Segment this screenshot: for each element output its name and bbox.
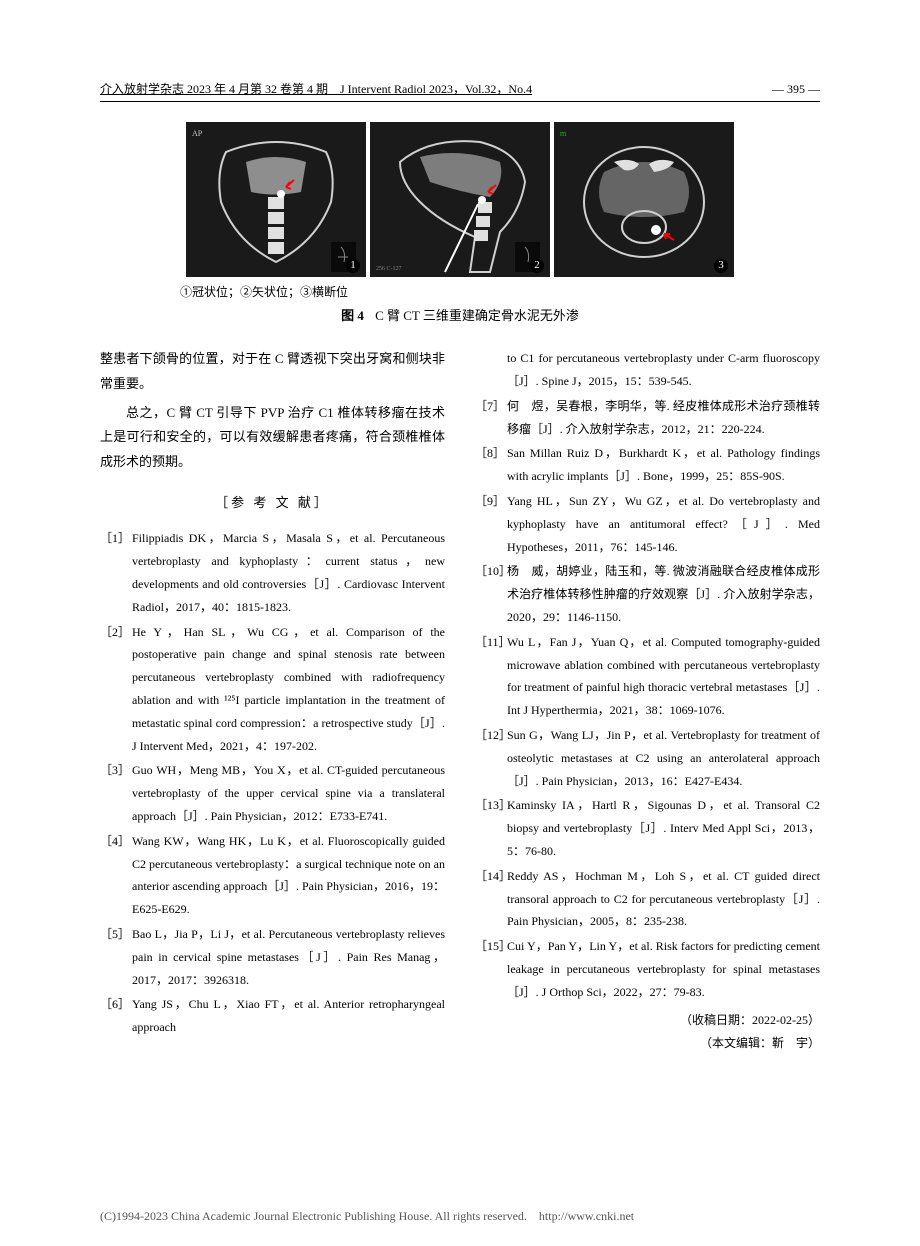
svg-text:AP: AP xyxy=(192,129,203,138)
reference-text: Wu L，Fan J，Yuan Q，et al. Computed tomogr… xyxy=(507,631,820,722)
reference-text: Wang KW，Wang HK，Lu K，et al. Fluoroscopic… xyxy=(132,830,445,921)
reference-number: ［13］ xyxy=(475,794,507,862)
reference-text: 杨 威，胡婷业，陆玉和，等. 微波消融联合经皮椎体成形术治疗椎体转移性肿瘤的疗效… xyxy=(507,560,820,628)
journal-header: 介入放射学杂志 2023 年 4 月第 32 卷第 4 期 J Interven… xyxy=(100,80,532,99)
reference-number: ［8］ xyxy=(475,442,507,488)
reference-item: ［1］Filippiadis DK，Marcia S，Masala S，et a… xyxy=(100,527,445,618)
reference-item: ［13］Kaminsky IA，Hartl R，Sigounas D，et al… xyxy=(475,794,820,862)
page-number: 395 xyxy=(772,80,820,99)
reference-text: Reddy AS，Hochman M，Loh S，et al. CT guide… xyxy=(507,865,820,933)
figure-number: 图 4 xyxy=(341,308,364,323)
reference-item: ［6］Yang JS，Chu L，Xiao FT，et al. Anterior… xyxy=(100,993,445,1039)
left-column: 整患者下颌骨的位置，对于在 C 臂透视下突出牙窝和侧块非常重要。 总之，C 臂 … xyxy=(100,347,445,1055)
reference-text: 何 煜，吴春根，李明华，等. 经皮椎体成形术治疗颈椎转移瘤［J］. 介入放射学杂… xyxy=(507,395,820,441)
reference-text: San Millan Ruiz D，Burkhardt K，et al. Pat… xyxy=(507,442,820,488)
reference-item: ［2］He Y，Han SL，Wu CG，et al. Comparison o… xyxy=(100,621,445,758)
reference-item: ［10］杨 威，胡婷业，陆玉和，等. 微波消融联合经皮椎体成形术治疗椎体转移性肿… xyxy=(475,560,820,628)
reference-text: Bao L，Jia P，Li J，et al. Percutaneous ver… xyxy=(132,923,445,991)
reference-text: Sun G，Wang LJ，Jin P，et al. Vertebroplast… xyxy=(507,724,820,792)
reference-text: Cui Y，Pan Y，Lin Y，et al. Risk factors fo… xyxy=(507,935,820,1003)
reference-number: ［6］ xyxy=(100,993,132,1039)
reference-text: He Y，Han SL，Wu CG，et al. Comparison of t… xyxy=(132,621,445,758)
reference-item: ［14］Reddy AS，Hochman M，Loh S，et al. CT g… xyxy=(475,865,820,933)
reference-number: ［11］ xyxy=(475,631,507,722)
reference-number: ［9］ xyxy=(475,490,507,558)
reference-number: ［5］ xyxy=(100,923,132,991)
reference-item: ［12］Sun G，Wang LJ，Jin P，et al. Vertebrop… xyxy=(475,724,820,792)
reference-item: ［11］Wu L，Fan J，Yuan Q，et al. Computed to… xyxy=(475,631,820,722)
svg-text:m: m xyxy=(560,129,567,138)
reference-number: ［2］ xyxy=(100,621,132,758)
reference-number: ［3］ xyxy=(100,759,132,827)
right-column: to C1 for percutaneous vertebroplasty un… xyxy=(475,347,820,1055)
figure-4: AP 1 256 C-127 2 xyxy=(100,122,820,327)
reference-number: ［7］ xyxy=(475,395,507,441)
svg-text:256 C-127: 256 C-127 xyxy=(376,266,402,272)
reference-item: ［3］Guo WH，Meng MB，You X，et al. CT-guided… xyxy=(100,759,445,827)
reference-item: ［7］何 煜，吴春根，李明华，等. 经皮椎体成形术治疗颈椎转移瘤［J］. 介入放… xyxy=(475,395,820,441)
references-header: ［参 考 文 献］ xyxy=(100,493,445,514)
body-paragraph-2: 总之，C 臂 CT 引导下 PVP 治疗 C1 椎体转移瘤在技术上是可行和安全的… xyxy=(100,401,445,475)
figure-sublabels: ①冠状位；②矢状位；③横断位 xyxy=(100,283,820,302)
reference-number: ［15］ xyxy=(475,935,507,1003)
reference-number: ［12］ xyxy=(475,724,507,792)
reference-item: ［5］Bao L，Jia P，Li J，et al. Percutaneous … xyxy=(100,923,445,991)
figure-caption-text: C 臂 CT 三维重建确定骨水泥无外渗 xyxy=(375,308,579,323)
reference-text: Yang HL，Sun ZY，Wu GZ，et al. Do vertebrop… xyxy=(507,490,820,558)
ct-image-sagittal: 256 C-127 2 xyxy=(370,122,550,277)
reference-number: ［10］ xyxy=(475,560,507,628)
reference-text: Guo WH，Meng MB，You X，et al. CT-guided pe… xyxy=(132,759,445,827)
reference-text: Yang JS，Chu L，Xiao FT，et al. Anterior re… xyxy=(132,993,445,1039)
reference-item: to C1 for percutaneous vertebroplasty un… xyxy=(475,347,820,393)
reference-text: Filippiadis DK，Marcia S，Masala S，et al. … xyxy=(132,527,445,618)
reference-text: Kaminsky IA，Hartl R，Sigounas D，et al. Tr… xyxy=(507,794,820,862)
reference-number: ［4］ xyxy=(100,830,132,921)
received-date: （收稿日期：2022-02-25） xyxy=(475,1009,820,1032)
reference-text: to C1 for percutaneous vertebroplasty un… xyxy=(507,347,820,393)
reference-number: ［1］ xyxy=(100,527,132,618)
reference-number xyxy=(475,347,507,393)
body-paragraph-1: 整患者下颌骨的位置，对于在 C 臂透视下突出牙窝和侧块非常重要。 xyxy=(100,347,445,396)
reference-number: ［14］ xyxy=(475,865,507,933)
ct-image-coronal: AP 1 xyxy=(186,122,366,277)
reference-item: ［15］Cui Y，Pan Y，Lin Y，et al. Risk factor… xyxy=(475,935,820,1003)
ct-image-axial: m -Jo 3 xyxy=(554,122,734,277)
reference-item: ［9］Yang HL，Sun ZY，Wu GZ，et al. Do verteb… xyxy=(475,490,820,558)
reference-item: ［4］Wang KW，Wang HK，Lu K，et al. Fluorosco… xyxy=(100,830,445,921)
reference-item: ［8］San Millan Ruiz D，Burkhardt K，et al. … xyxy=(475,442,820,488)
editor-note: （本文编辑：靳 宇） xyxy=(475,1032,820,1055)
copyright-footer: (C)1994-2023 China Academic Journal Elec… xyxy=(100,1207,634,1226)
